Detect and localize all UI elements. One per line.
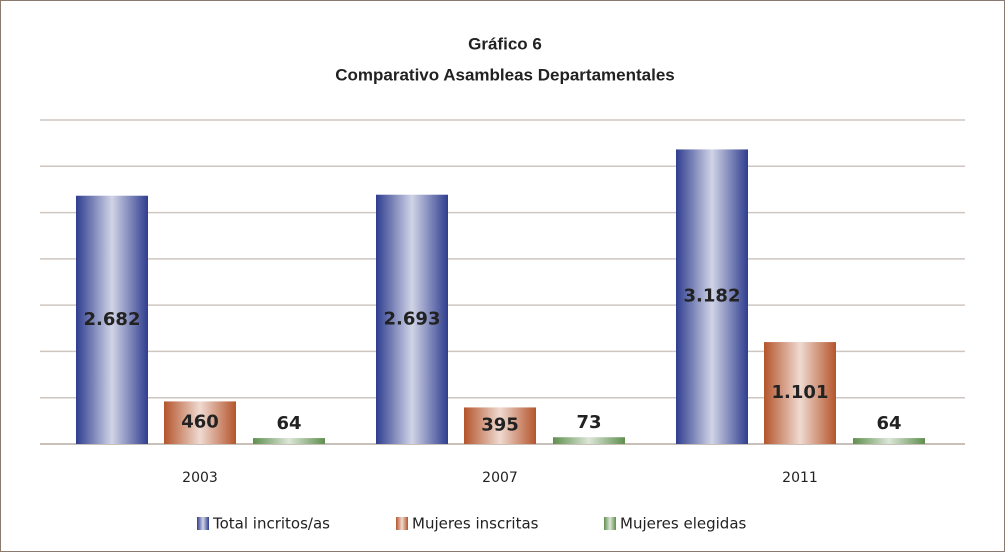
data-label: 73 bbox=[576, 412, 601, 433]
bar bbox=[76, 195, 148, 444]
legend-label: Total incritos/as bbox=[212, 515, 330, 533]
chart-subtitle: Comparativo Asambleas Departamentales bbox=[335, 65, 675, 84]
bar bbox=[464, 407, 536, 444]
data-label: 64 bbox=[276, 413, 301, 434]
legend-swatch bbox=[197, 517, 209, 530]
data-label: 64 bbox=[876, 413, 901, 434]
legend-label: Mujeres inscritas bbox=[412, 515, 539, 533]
data-label: 460 bbox=[181, 412, 219, 433]
data-label: 1.101 bbox=[772, 382, 829, 403]
chart-title: Gráfico 6 bbox=[468, 34, 542, 53]
bar bbox=[676, 149, 748, 444]
data-label: 3.182 bbox=[684, 286, 741, 307]
data-label: 395 bbox=[481, 415, 519, 436]
bar bbox=[253, 438, 325, 444]
bar bbox=[164, 401, 236, 444]
x-tick-label: 2007 bbox=[482, 470, 518, 486]
x-tick-label: 2003 bbox=[182, 470, 218, 486]
legend-swatch bbox=[604, 517, 616, 530]
bar bbox=[553, 437, 625, 444]
bar bbox=[376, 194, 448, 444]
data-label: 2.693 bbox=[384, 308, 441, 329]
legend-swatch bbox=[396, 517, 408, 530]
bar bbox=[764, 342, 836, 444]
x-tick-label: 2011 bbox=[782, 470, 818, 486]
legend-label: Mujeres elegidas bbox=[620, 515, 747, 533]
data-label: 2.682 bbox=[84, 309, 141, 330]
bar bbox=[853, 438, 925, 444]
